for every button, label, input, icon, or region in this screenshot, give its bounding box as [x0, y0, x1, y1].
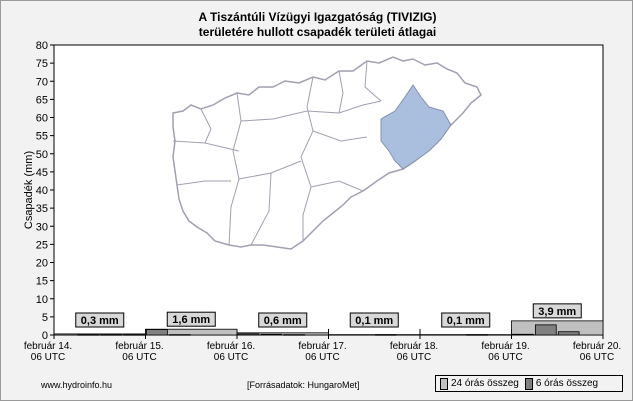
bar-6h-1 — [77, 334, 100, 336]
y-tick-label-65: 65 — [36, 94, 48, 106]
legend-label-24h: 24 órás összeg — [451, 378, 519, 389]
y-tick-label-5: 5 — [42, 312, 48, 324]
x-tick-label-1: február 15. — [115, 341, 163, 352]
map-border-1 — [300, 76, 314, 241]
y-tick-label-60: 60 — [36, 113, 48, 125]
map-hungary — [172, 56, 482, 250]
legend-swatch-6h — [524, 377, 533, 390]
data-label-box-0 — [75, 312, 125, 328]
data-label-box-2 — [258, 312, 308, 328]
map-border-11 — [200, 108, 212, 144]
title-line-1: A Tiszántúli Vízügyi Igazgatóság (TIVIZI… — [198, 10, 437, 24]
data-label-box-5 — [532, 303, 582, 319]
y-tick-label-25: 25 — [36, 239, 48, 251]
y-axis-label: Csapadék (mm) — [23, 151, 35, 229]
bar-6h-4 — [146, 329, 168, 336]
data-label-4: 0,1 mm — [447, 315, 485, 327]
bar-6h-22 — [557, 331, 580, 336]
bar-6h-2 — [100, 334, 123, 336]
bar-6h-3 — [123, 334, 145, 336]
x-tick-label-4: február 18. — [390, 341, 438, 352]
bar-6h-5 — [168, 334, 191, 336]
data-label-0: 0,3 mm — [81, 315, 119, 327]
map-border-5 — [240, 110, 308, 122]
x-tick-label-0: február 14. — [24, 341, 72, 352]
x-tick-label-2: február 16. — [207, 341, 255, 352]
bar-6h-10 — [283, 334, 306, 336]
y-tick-label-75: 75 — [36, 58, 48, 70]
map-border-8 — [310, 180, 364, 192]
map-border-6 — [306, 100, 382, 114]
bar-6h-9 — [260, 333, 283, 336]
x-tick-sublabel-6: 06 UTC — [580, 352, 614, 363]
x-tick-sublabel-0: 06 UTC — [31, 352, 65, 363]
chart-title: A Tiszántúli Vízügyi Igazgatóság (TIVIZI… — [1, 10, 633, 40]
bar-24h-4 — [419, 334, 512, 336]
bar-24h-3 — [328, 334, 421, 336]
y-tick-label-10: 10 — [36, 294, 48, 306]
data-label-box-4 — [441, 312, 491, 328]
bar-24h-2 — [236, 332, 329, 336]
map-border-12 — [338, 70, 344, 114]
y-tick-label-0: 0 — [42, 330, 48, 342]
data-label-1: 1,6 mm — [172, 314, 210, 326]
bar-6h-8 — [237, 333, 260, 336]
data-label-box-3 — [349, 312, 399, 328]
data-label-5: 3,9 mm — [538, 306, 576, 318]
bar-6h-14 — [374, 334, 397, 336]
y-tick-label-55: 55 — [36, 131, 48, 143]
y-tick-label-30: 30 — [36, 221, 48, 233]
legend: 24 órás összeg 6 órás összeg — [435, 375, 623, 392]
title-line-2: területére hullott csapadék területi átl… — [198, 25, 437, 39]
bar-6h-20 — [512, 333, 534, 336]
x-tick-sublabel-2: 06 UTC — [214, 352, 248, 363]
map-border-0 — [228, 92, 242, 246]
data-source: [Forrásadatok: HungaroMet] — [247, 380, 360, 390]
x-tick-sublabel-1: 06 UTC — [122, 352, 156, 363]
site-url[interactable]: www.hydroinfo.hu — [41, 380, 113, 390]
bar-6h-18 — [466, 334, 489, 336]
x-tick-sublabel-4: 06 UTC — [397, 352, 431, 363]
data-label-3: 0,1 mm — [355, 315, 393, 327]
y-tick-label-70: 70 — [36, 76, 48, 88]
map-border-10 — [250, 172, 272, 246]
data-label-2: 0,6 mm — [264, 315, 302, 327]
y-tick-label-35: 35 — [36, 203, 48, 215]
x-tick-sublabel-3: 06 UTC — [305, 352, 339, 363]
data-label-box-1 — [166, 311, 216, 327]
map-border-9 — [364, 60, 382, 102]
y-tick-label-45: 45 — [36, 167, 48, 179]
x-tick-label-5: február 19. — [481, 341, 529, 352]
legend-label-6h: 6 órás összeg — [535, 378, 599, 389]
y-tick-label-80: 80 — [36, 40, 48, 52]
y-tick-label-40: 40 — [36, 185, 48, 197]
map-region-tivizig — [380, 84, 452, 170]
legend-swatch-24h — [440, 377, 448, 390]
bar-6h-21 — [534, 324, 557, 336]
y-tick-label-20: 20 — [36, 258, 48, 270]
bar-24h-5 — [511, 320, 604, 336]
x-tick-sublabel-5: 06 UTC — [488, 352, 522, 363]
legend-item-6h: 6 órás összeg — [524, 377, 599, 390]
map-border-7 — [312, 130, 368, 142]
bar-24h-1 — [145, 328, 238, 336]
y-tick-label-15: 15 — [36, 276, 48, 288]
map-border-3 — [176, 180, 231, 186]
y-tick-label-50: 50 — [36, 149, 48, 161]
legend-item-24h: 24 órás összeg — [440, 377, 519, 390]
x-tick-label-6: február 20. — [573, 341, 621, 352]
x-tick-label-3: február 17. — [298, 341, 346, 352]
